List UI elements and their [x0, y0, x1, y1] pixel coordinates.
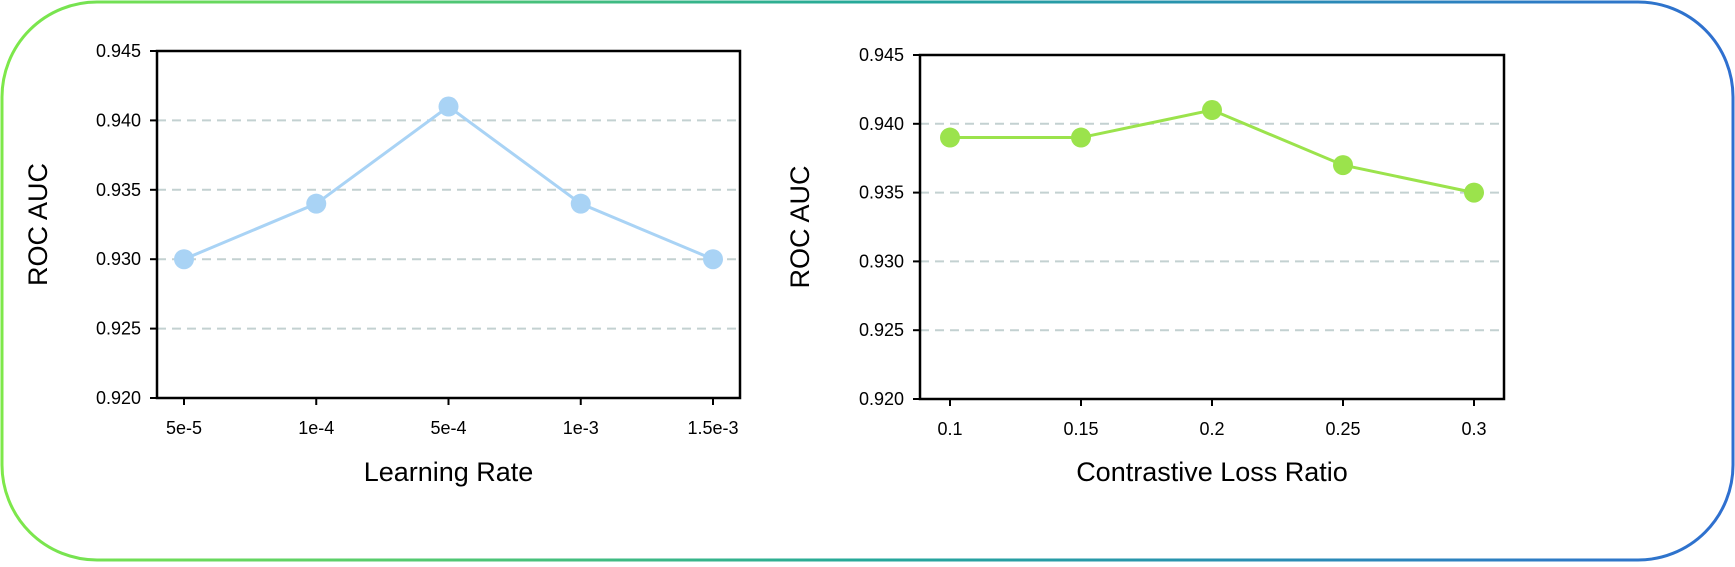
series-line [183, 104, 714, 261]
data-point [703, 249, 723, 270]
y-tick-label: 0.935 [96, 180, 141, 200]
y-tick-label: 0.945 [96, 41, 141, 61]
x-tick-label: 0.3 [1461, 419, 1486, 439]
x-tick-label: 5e-4 [430, 418, 466, 438]
x-tick-label: 1e-4 [298, 418, 334, 438]
y-tick-label: 0.925 [859, 320, 904, 340]
series-line [950, 108, 1475, 195]
data-point [174, 249, 194, 270]
x-tick-label: 0.15 [1063, 419, 1098, 439]
y-tick-label: 0.945 [859, 45, 904, 65]
y-axis-label: ROC AUC [23, 163, 53, 286]
plot-area-frame [155, 49, 742, 400]
y-tick-label: 0.930 [96, 249, 141, 269]
y-tick-label: 0.935 [859, 183, 904, 203]
data-point [940, 127, 960, 148]
y-tick-label: 0.920 [859, 389, 904, 409]
chart-learning-rate: 0.920 0.925 0.930 0.935 0.940 0.945 5e-5 1e-4 5e… [23, 41, 742, 487]
y-tick-label: 0.940 [96, 110, 141, 130]
y-tick-label: 0.920 [96, 388, 141, 408]
plot-area-frame [918, 53, 1506, 401]
x-tick-label: 5e-5 [166, 418, 202, 438]
x-axis-label: Learning Rate [364, 457, 534, 487]
x-axis-label: Contrastive Loss Ratio [1076, 457, 1348, 487]
data-point [1333, 155, 1353, 176]
y-axis-label: ROC AUC [785, 165, 815, 288]
x-tick-label: 0.2 [1199, 419, 1224, 439]
y-tick-label: 0.940 [859, 114, 904, 134]
x-tick-label: 1.5e-3 [687, 418, 738, 438]
data-point [306, 193, 327, 214]
data-point [570, 193, 591, 214]
x-tick-label: 0.1 [937, 419, 962, 439]
data-point [1071, 127, 1091, 148]
data-point [438, 96, 459, 117]
chart-contrastive-loss-ratio: 0.920 0.925 0.930 0.935 0.940 0.945 0.1 0.15 0.2… [785, 45, 1506, 487]
y-tick-label: 0.925 [96, 319, 141, 339]
data-point [1464, 182, 1484, 203]
y-tick-label: 0.930 [859, 251, 904, 271]
x-tick-label: 1e-3 [563, 418, 599, 438]
x-tick-label: 0.25 [1325, 419, 1360, 439]
data-point [1202, 100, 1222, 121]
